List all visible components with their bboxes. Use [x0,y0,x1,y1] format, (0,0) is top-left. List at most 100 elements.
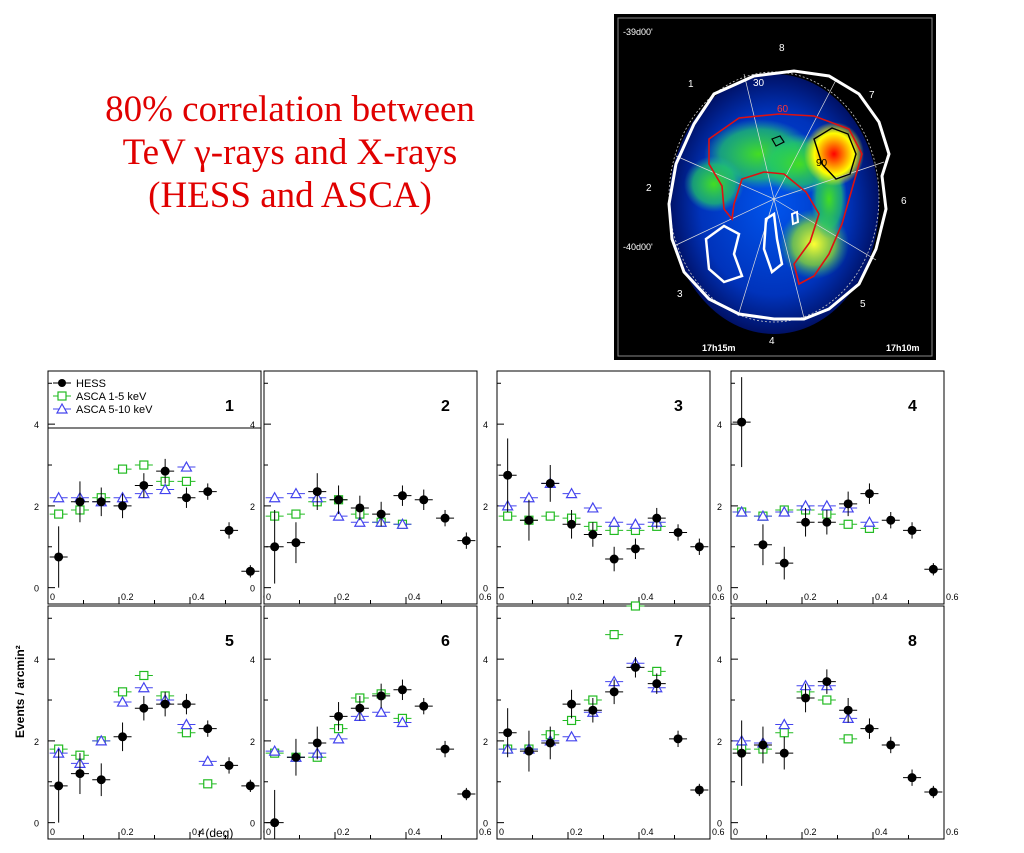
hess-point [758,740,768,750]
x-tick-label: 0 [266,592,271,602]
x-tick-label: 0.6 [479,592,492,602]
asca-1-5-point [503,511,513,521]
asca-5-10-point [863,516,876,527]
asca-5-10-point [735,505,748,517]
hess-point [355,503,365,513]
panel-frame [496,370,711,605]
hess-point [54,552,64,562]
panel-frame [263,605,478,840]
hess-point [419,495,429,505]
asca-5-10-point [565,730,578,742]
hess-point [224,525,234,535]
hess-point [334,495,344,505]
hess-point [694,785,704,795]
y-tick-label: 2 [717,502,722,512]
hess-point [312,738,322,748]
asca-5-10-point [396,716,409,728]
hess-point [270,818,280,828]
map-sector-3: 3 [677,289,683,300]
tev-skymap: -39d00' -40d00' 17h15m 17h10m 1 2 3 4 5 … [614,14,936,360]
x-tick-label: 0 [733,827,738,837]
map-dec-mid-label: -40d00' [623,242,653,252]
map-black-contour [813,127,857,180]
profile-panel-3: 0 2 4 0 0.2 0.4 0.6 3 [483,370,725,605]
hess-point [801,693,811,703]
hess-point [376,509,386,519]
x-tick-label: 0 [499,592,504,602]
hess-point [864,489,874,499]
x-tick-label: 0.2 [337,592,350,602]
asca-5-10-point [332,732,345,744]
x-tick-label: 0 [50,592,55,602]
heading-line-2: TeV γ-rays and X-rays [122,132,458,173]
asca-5-10-point [820,499,833,511]
map-sector-6: 6 [901,196,907,207]
hess-point [588,705,598,715]
y-tick-label: 0 [34,819,39,829]
x-tick-label: 0 [733,592,738,602]
y-tick-label: 4 [483,420,488,430]
hess-point [907,525,917,535]
hess-point [75,769,85,779]
x-tick-label: 0.2 [804,592,817,602]
hess-point [864,724,874,734]
hess-point [203,724,213,734]
x-tick-label: 0.6 [946,827,959,837]
profile-panel-7: 0 2 4 0 0.2 0.4 0.6 7 [483,601,725,840]
legend-asca510-label: ASCA 5-10 keV [76,404,153,416]
hess-point [181,493,191,503]
x-tick-label: 0.4 [408,827,421,837]
map-contour-30: 30 [753,78,765,89]
hess-point [291,538,301,548]
y-tick-label: 4 [250,420,255,430]
asca-1-5-point [630,601,641,611]
map-sector-5: 5 [860,299,866,310]
map-dec-top-label: -39d00' [623,27,653,37]
asca-5-10-point [268,744,281,756]
hess-point [270,542,280,552]
map-red-contour [708,113,863,286]
asca-5-10-point [353,516,366,527]
hess-point [291,752,301,762]
hess-point [822,677,832,687]
y-tick-label: 0 [717,819,722,829]
hess-point [779,558,789,568]
slide-heading: 80% correlation between TeV γ-rays and X… [20,88,560,217]
hess-point [334,711,344,721]
x-tick-label: 0 [50,827,55,837]
hess-point [160,466,170,476]
hess-point [312,487,322,497]
hess-point [139,703,149,713]
asca-5-10-point [159,483,172,495]
x-tick-label: 0.6 [946,592,959,602]
hess-point [567,699,577,709]
heading-line-1: 80% correlation between [105,89,475,130]
map-white-contour-hole1 [704,224,744,284]
legend-hess-label: HESS [76,378,106,390]
x-tick-label: 0.2 [570,827,583,837]
legend-asca15-label: ASCA 1-5 keV [76,391,147,403]
asca-1-5-point [181,728,192,738]
asca-5-10-point [180,460,193,472]
hess-point [245,781,255,791]
hess-point [822,517,832,527]
x-tick-label: 0 [266,827,271,837]
panel-number: 8 [908,633,917,650]
hess-point [801,517,811,527]
hess-point [397,491,407,501]
asca-5-10-point [778,718,791,730]
y-tick-label: 4 [717,655,722,665]
profile-panel-8: 0 2 4 0 0.2 0.4 0.6 8 [717,605,959,840]
hess-point [461,536,471,546]
asca-1-5-point [843,734,853,744]
heading-line-3: (HESS and ASCA) [148,175,432,216]
x-tick-label: 0.4 [875,592,888,602]
hess-point [118,732,128,742]
map-ra-left-label: 17h15m [702,343,736,353]
y-tick-label: 2 [34,502,39,512]
x-axis-label: r (deg) [198,826,234,840]
hess-point [567,519,577,529]
y-tick-label: 0 [34,584,39,594]
hess-point [96,497,106,507]
